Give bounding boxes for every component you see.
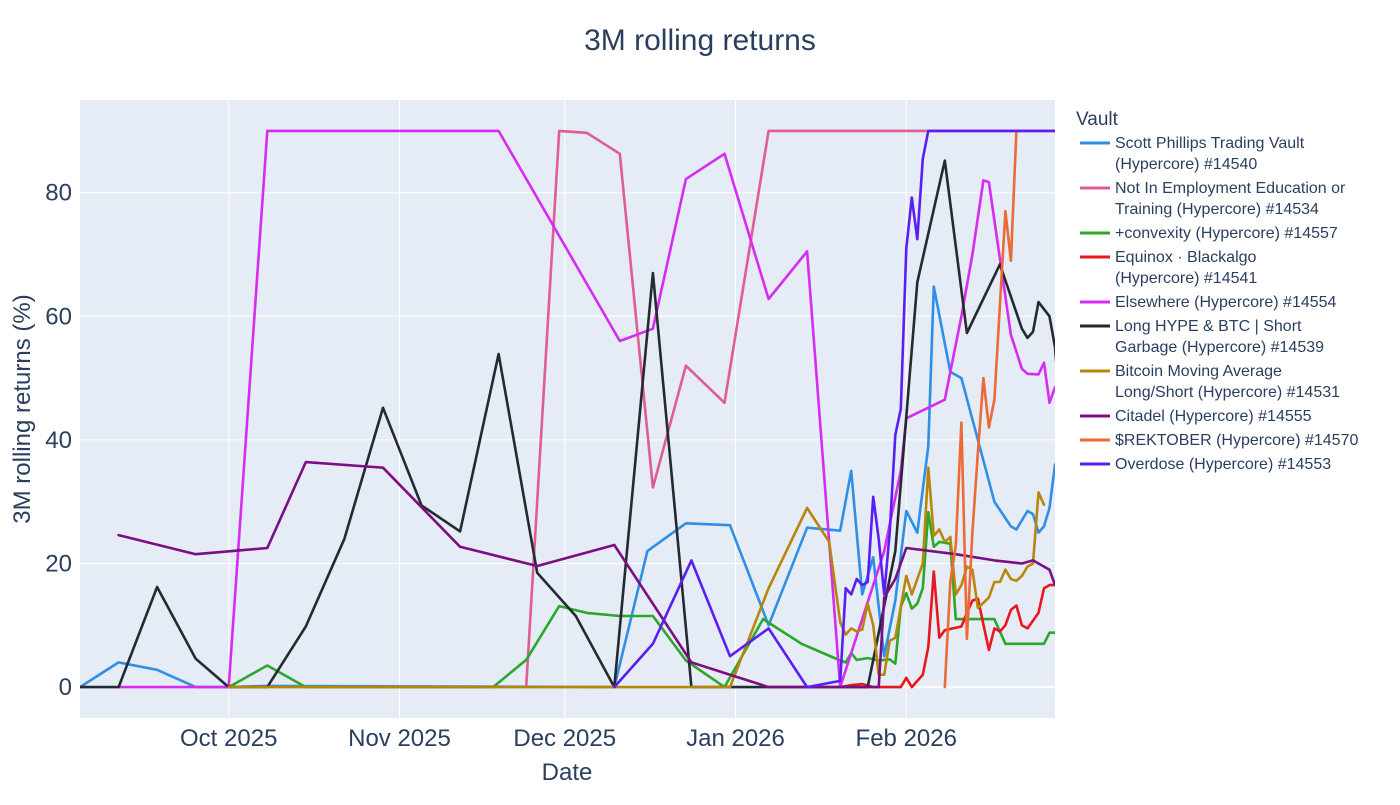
series-line-7[interactable] bbox=[117, 460, 1061, 689]
legend-item-0[interactable]: Scott Phillips Trading Vault (Hypercore) … bbox=[1080, 135, 1305, 173]
legend-label-9-0: Overdose (Hypercore) #14553 bbox=[1115, 456, 1331, 473]
legend-label-0-1: (Hypercore) #14540 bbox=[1115, 156, 1257, 173]
legend-items[interactable]: Scott Phillips Trading Vault (Hypercore) … bbox=[1080, 135, 1358, 473]
legend[interactable]: Vault Scott Phillips Trading Vault (Hyper… bbox=[1076, 109, 1358, 473]
series-line-5[interactable] bbox=[80, 159, 1066, 689]
legend-item-6[interactable]: Bitcoin Moving Average Long/Short (Hyperc… bbox=[1080, 363, 1340, 401]
y-tick-label-0: 0 bbox=[59, 674, 72, 701]
legend-label-7-0: Citadel (Hypercore) #14555 bbox=[1115, 408, 1312, 425]
y-axis: 0 20 40 60 80 bbox=[45, 180, 72, 701]
legend-label-6-1: Long/Short (Hypercore) #14531 bbox=[1115, 384, 1340, 401]
legend-label-5-0: Long HYPE & BTC | Short bbox=[1115, 318, 1302, 335]
legend-title: Vault bbox=[1076, 109, 1119, 130]
legend-item-7[interactable]: Citadel (Hypercore) #14555 bbox=[1080, 408, 1312, 425]
x-tick-label-1: Nov 2025 bbox=[348, 725, 451, 752]
x-tick-label-4: Feb 2026 bbox=[856, 725, 957, 752]
series-line-9[interactable] bbox=[612, 129, 1055, 689]
x-axis: Oct 2025 Nov 2025 Dec 2025 Jan 2026 Feb 2026 bbox=[180, 725, 957, 752]
legend-label-1-0: Not In Employment Education or bbox=[1115, 180, 1346, 197]
y-tick-label-3: 60 bbox=[45, 303, 72, 330]
series-line-6[interactable] bbox=[227, 466, 1046, 689]
y-axis-title: 3M rolling returns (%) bbox=[9, 294, 36, 523]
x-tick-label-2: Dec 2025 bbox=[513, 725, 616, 752]
legend-label-8-0: $REKTOBER (Hypercore) #14570 bbox=[1115, 432, 1358, 449]
legend-label-2-0: +convexity (Hypercore) #14557 bbox=[1115, 225, 1338, 242]
series-line-1[interactable] bbox=[524, 129, 1055, 689]
legend-item-5[interactable]: Long HYPE & BTC | Short Garbage (Hypercor… bbox=[1080, 318, 1324, 356]
legend-item-2[interactable]: +convexity (Hypercore) #14557 bbox=[1080, 225, 1338, 242]
legend-label-0-0: Scott Phillips Trading Vault bbox=[1115, 135, 1305, 152]
legend-label-4-0: Elsewhere (Hypercore) #14554 bbox=[1115, 294, 1337, 311]
x-axis-title: Date bbox=[542, 759, 593, 786]
legend-label-5-1: Garbage (Hypercore) #14539 bbox=[1115, 339, 1324, 356]
legend-item-9[interactable]: Overdose (Hypercore) #14553 bbox=[1080, 456, 1331, 473]
legend-item-8[interactable]: $REKTOBER (Hypercore) #14570 bbox=[1080, 432, 1358, 449]
legend-label-3-1: (Hypercore) #14541 bbox=[1115, 270, 1257, 287]
y-tick-label-4: 80 bbox=[45, 180, 72, 207]
legend-label-1-1: Training (Hypercore) #14534 bbox=[1115, 201, 1319, 218]
legend-label-3-0: Equinox · Blackalgo bbox=[1115, 249, 1257, 266]
legend-label-6-0: Bitcoin Moving Average bbox=[1115, 363, 1282, 380]
legend-item-3[interactable]: Equinox · Blackalgo (Hypercore) #14541 bbox=[1080, 249, 1257, 287]
legend-item-4[interactable]: Elsewhere (Hypercore) #14554 bbox=[1080, 294, 1337, 311]
legend-item-1[interactable]: Not In Employment Education or Training (… bbox=[1080, 180, 1346, 218]
x-tick-label-0: Oct 2025 bbox=[180, 725, 277, 752]
x-tick-label-3: Jan 2026 bbox=[686, 725, 785, 752]
y-tick-label-1: 20 bbox=[45, 551, 72, 578]
y-tick-label-2: 40 bbox=[45, 427, 72, 454]
chart-title: 3M rolling returns bbox=[584, 24, 816, 57]
series-lines[interactable] bbox=[80, 129, 1066, 689]
series-line-8[interactable] bbox=[943, 129, 1024, 689]
